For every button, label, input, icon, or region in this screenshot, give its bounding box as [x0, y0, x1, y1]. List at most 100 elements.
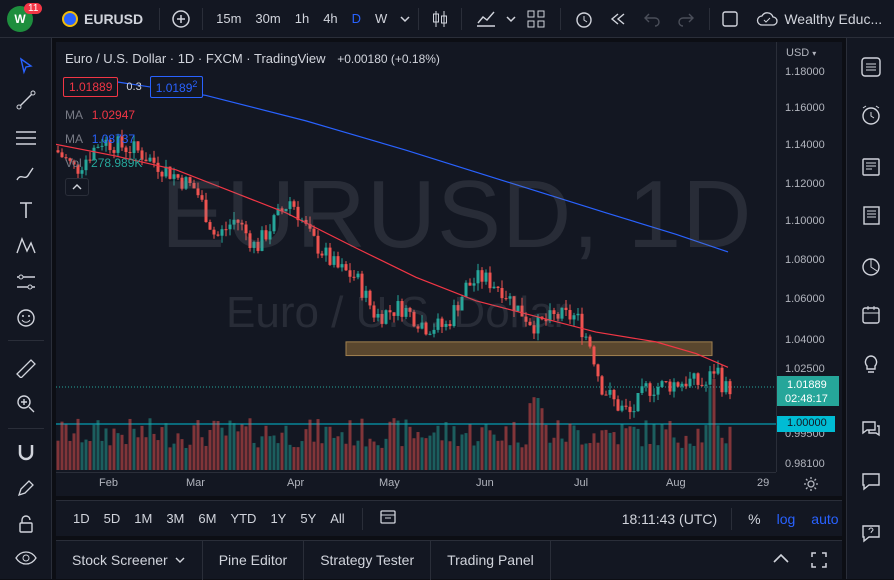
templates-button[interactable]	[518, 0, 554, 38]
chart-legend-title[interactable]: Euro / U.S. Dollar · 1D · FXCM · Trading…	[65, 51, 440, 66]
chart-pane[interactable]: EURUSD, 1D Euro / U.S. Dollar Euro / U.S…	[56, 42, 842, 496]
range-6m[interactable]: 6M	[198, 511, 217, 526]
volume-bar	[564, 441, 568, 470]
timeframe-w[interactable]: W	[375, 11, 388, 26]
price-tick: 1.18000	[785, 66, 825, 78]
candle-body	[228, 224, 232, 230]
collapse-legend-button[interactable]	[65, 178, 89, 196]
auto-toggle[interactable]: auto	[811, 510, 839, 527]
text-tool[interactable]	[10, 196, 42, 224]
expand-panel-button[interactable]	[772, 551, 790, 568]
log-toggle[interactable]: log	[776, 510, 796, 527]
messages-button[interactable]	[856, 466, 886, 496]
percent-toggle[interactable]: %	[748, 510, 761, 527]
pattern-tool[interactable]	[10, 232, 42, 260]
emoji-tool[interactable]	[10, 304, 42, 332]
alerts-button[interactable]	[856, 100, 886, 130]
buy-button[interactable]: 1.01892	[149, 76, 204, 98]
tab-pine-editor[interactable]: Pine Editor	[203, 540, 305, 580]
calendar-button[interactable]	[856, 300, 886, 330]
visibility-tool[interactable]	[10, 544, 42, 572]
volume-bar	[276, 443, 280, 470]
price-tick: 1.10000	[785, 215, 825, 227]
volume-bar	[716, 425, 720, 470]
volume-bar	[76, 418, 80, 470]
ideas-button[interactable]	[856, 350, 886, 380]
tab-strategy-tester[interactable]: Strategy Tester	[304, 540, 432, 580]
watchlist-button[interactable]	[856, 52, 886, 82]
price-tick: 0.98100	[785, 458, 825, 470]
chevron-down-icon[interactable]	[398, 12, 412, 26]
candle-body	[704, 384, 708, 386]
timeframe-1h[interactable]: 1h	[294, 11, 310, 26]
timeframe-4h[interactable]: 4h	[323, 11, 338, 26]
sell-button[interactable]: 1.01889	[63, 77, 119, 97]
data-window-button[interactable]	[856, 200, 886, 230]
volume-bar	[204, 445, 208, 470]
candle-body	[224, 229, 228, 231]
magnet-tool[interactable]	[10, 438, 42, 466]
chart-settings-button[interactable]	[800, 474, 822, 494]
currency-selector[interactable]: USD ▾	[786, 47, 816, 59]
timeframe-d[interactable]: D	[351, 11, 362, 26]
measure-tool[interactable]	[10, 354, 42, 382]
tab-stock-screener[interactable]: Stock Screener	[56, 540, 203, 580]
range-3m[interactable]: 3M	[166, 511, 185, 526]
range-all[interactable]: All	[330, 511, 345, 526]
time-axis[interactable]: Feb Mar Apr May Jun Jul Aug 29	[56, 472, 776, 496]
price-axis[interactable]: USD ▾ 1.18000 1.16000 1.14000 1.12000 1.…	[776, 42, 842, 472]
calendar-icon	[862, 306, 880, 324]
chevron-down-icon[interactable]	[504, 12, 518, 26]
tab-trading-panel[interactable]: Trading Panel	[431, 540, 551, 580]
maximize-panel-button[interactable]	[810, 551, 828, 572]
chats-button[interactable]	[856, 414, 886, 444]
volume-bar	[636, 428, 640, 470]
fullscreen-toggle[interactable]	[716, 0, 744, 38]
range-1d[interactable]: 1D	[73, 511, 90, 526]
redo-button[interactable]	[669, 0, 703, 38]
range-5y[interactable]: 5Y	[300, 511, 317, 526]
fib-tool[interactable]	[10, 124, 42, 152]
range-1y[interactable]: 1Y	[270, 511, 287, 526]
candle-body	[352, 276, 356, 278]
candle-body	[124, 147, 128, 153]
trendline-tool[interactable]	[10, 86, 42, 114]
help-button[interactable]	[856, 518, 886, 548]
candle-body	[440, 318, 444, 327]
drawing-mode-tool[interactable]	[10, 474, 42, 502]
hotlists-button[interactable]	[856, 252, 886, 282]
alert-button[interactable]	[567, 0, 601, 38]
volume-legend[interactable]: Vol 278.989K	[65, 156, 142, 170]
range-1m[interactable]: 1M	[134, 511, 153, 526]
text-icon	[20, 202, 32, 218]
candle-body	[400, 301, 404, 317]
replay-button[interactable]	[601, 0, 635, 38]
ma1-legend[interactable]: MA 1.02947	[65, 108, 135, 122]
zoom-tool[interactable]	[10, 390, 42, 418]
candle-body	[128, 152, 132, 154]
range-ytd[interactable]: YTD	[230, 511, 257, 526]
indicators-button[interactable]	[468, 0, 504, 38]
chart-canvas[interactable]	[56, 42, 776, 472]
layout-name-button[interactable]: Wealthy Educ...	[744, 0, 882, 38]
volume-bar	[420, 437, 424, 470]
lock-tool[interactable]	[10, 510, 42, 538]
timeframe-30m[interactable]: 30m	[255, 11, 281, 26]
ma2-legend[interactable]: MA 1.08737	[65, 132, 135, 146]
volume-bar	[80, 442, 84, 470]
goto-date-button[interactable]	[379, 508, 397, 529]
chart-type-button[interactable]	[425, 0, 455, 38]
undo-button[interactable]	[635, 0, 669, 38]
compare-add-button[interactable]	[166, 0, 196, 38]
volume-bar	[172, 443, 176, 470]
news-button[interactable]	[856, 152, 886, 182]
prediction-tool[interactable]	[10, 268, 42, 296]
symbol-search[interactable]: EURUSD	[40, 0, 153, 38]
logo-avatar[interactable]: W 11	[0, 0, 43, 38]
brush-tool[interactable]	[10, 160, 42, 188]
timeframe-15m[interactable]: 15m	[216, 11, 242, 26]
price-tick: 1.02500	[785, 363, 825, 375]
range-5d[interactable]: 5D	[103, 511, 121, 526]
cursor-tool[interactable]	[10, 52, 42, 80]
clock-label[interactable]: 18:11:43 (UTC)	[621, 510, 718, 527]
